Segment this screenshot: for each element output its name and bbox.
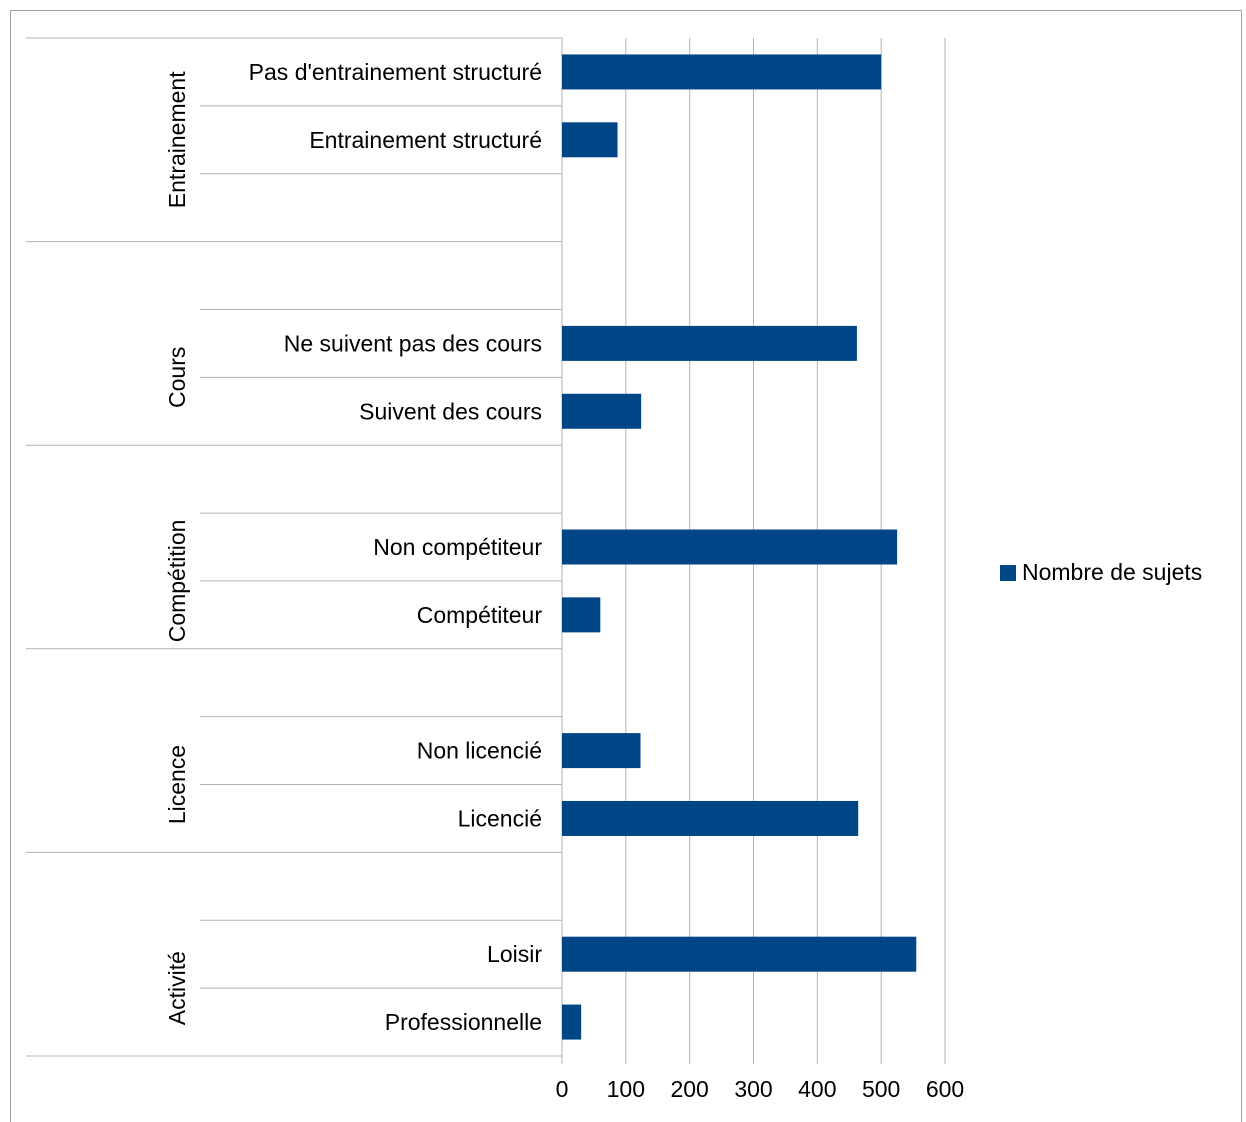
bar[interactable] [562, 800, 859, 836]
x-tick-label: 300 [734, 1076, 772, 1102]
bar[interactable] [562, 529, 898, 565]
group-label: Activité [164, 951, 190, 1025]
bar[interactable] [562, 936, 917, 972]
category-label: Licencié [458, 805, 542, 831]
x-tick-label: 500 [862, 1076, 900, 1102]
group-label: Licence [164, 745, 190, 824]
category-label: Entrainement structuré [309, 127, 542, 153]
bar[interactable] [562, 597, 601, 633]
category-label: Ne suivent pas des cours [284, 330, 542, 356]
x-tick-label: 400 [798, 1076, 836, 1102]
x-tick-label: 600 [926, 1076, 964, 1102]
category-label: Pas d'entrainement structuré [249, 59, 542, 85]
category-label: Suivent des cours [359, 398, 542, 424]
category-label: Professionnelle [385, 1009, 542, 1035]
group-label: Compétition [164, 520, 190, 643]
x-tick-label: 200 [670, 1076, 708, 1102]
bar[interactable] [562, 1004, 582, 1040]
category-label: Non licencié [417, 738, 542, 764]
category-label: Compétiteur [417, 602, 543, 628]
bar[interactable] [562, 54, 882, 90]
legend: Nombre de sujets [1000, 559, 1202, 586]
x-tick-label: 100 [607, 1076, 645, 1102]
bar[interactable] [562, 122, 618, 158]
bar[interactable] [562, 325, 857, 361]
category-label: Loisir [487, 941, 542, 967]
bar[interactable] [562, 733, 641, 769]
bar[interactable] [562, 393, 642, 429]
legend-swatch [1000, 564, 1016, 581]
x-tick-label: 0 [556, 1076, 569, 1102]
legend-label: Nombre de sujets [1022, 559, 1203, 585]
group-label: Cours [164, 347, 190, 408]
category-label: Non compétiteur [373, 534, 542, 560]
group-label: Entrainement [164, 71, 190, 208]
